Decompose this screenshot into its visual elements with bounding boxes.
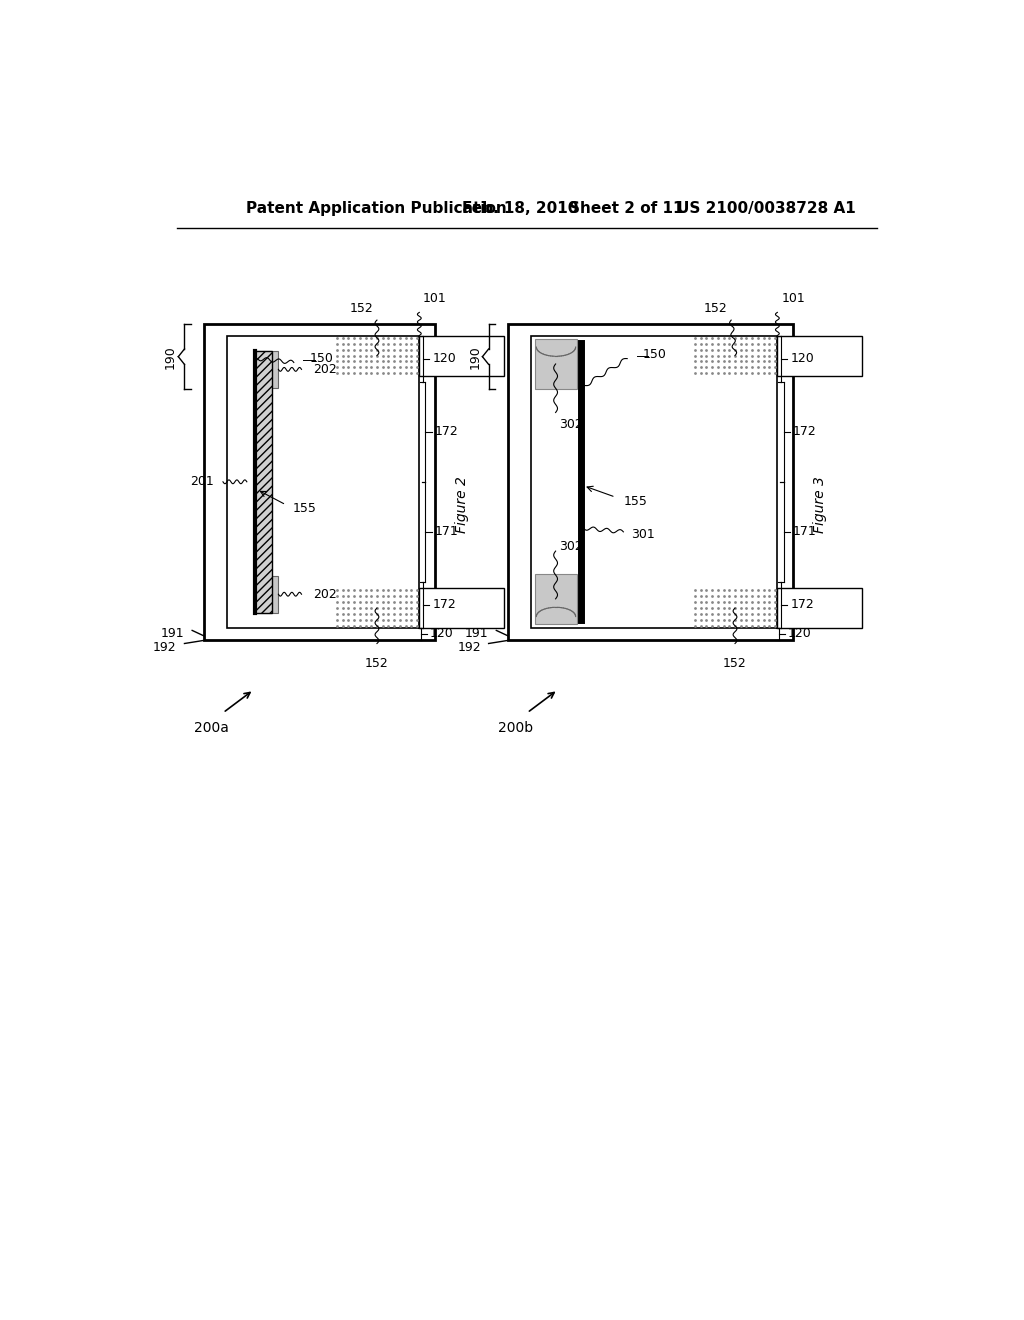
Bar	[531, 335, 777, 628]
Text: 190: 190	[164, 345, 177, 368]
Text: 191: 191	[161, 627, 184, 640]
Bar	[535, 574, 578, 624]
Text: 101: 101	[781, 292, 805, 305]
Bar	[255, 351, 279, 388]
Text: 120: 120	[791, 352, 814, 366]
Text: Figure 2: Figure 2	[455, 477, 469, 533]
Text: 150: 150	[643, 348, 667, 362]
Bar	[419, 589, 504, 628]
Text: 171: 171	[435, 525, 459, 539]
Text: 171: 171	[793, 525, 816, 539]
Text: 120: 120	[430, 627, 454, 640]
Bar	[255, 576, 279, 612]
Text: 152: 152	[703, 302, 727, 315]
Text: 155: 155	[624, 495, 647, 508]
Bar	[777, 589, 862, 628]
Bar	[255, 351, 272, 612]
Text: Patent Application Publication: Patent Application Publication	[246, 201, 507, 216]
Text: 152: 152	[366, 657, 389, 671]
Text: 172: 172	[435, 425, 459, 438]
Text: US 2100/0038728 A1: US 2100/0038728 A1	[677, 201, 856, 216]
Text: 301: 301	[631, 528, 654, 541]
Text: 192: 192	[154, 640, 177, 653]
Bar	[535, 339, 578, 389]
Text: 150: 150	[309, 352, 333, 366]
Text: 202: 202	[313, 363, 337, 376]
Text: 200b: 200b	[498, 721, 534, 734]
Text: Sheet 2 of 11: Sheet 2 of 11	[569, 201, 684, 216]
Text: 152: 152	[723, 657, 746, 671]
Text: 101: 101	[423, 292, 446, 305]
Text: 192: 192	[458, 640, 481, 653]
Text: 302: 302	[559, 540, 584, 553]
Bar	[508, 323, 793, 640]
Text: 155: 155	[292, 502, 316, 515]
Text: Feb. 18, 2010: Feb. 18, 2010	[462, 201, 578, 216]
Text: 120: 120	[788, 627, 812, 640]
Bar	[204, 323, 435, 640]
Text: Figure 3: Figure 3	[813, 477, 826, 533]
Bar	[777, 335, 862, 376]
Text: 120: 120	[432, 352, 456, 366]
Text: 201: 201	[190, 475, 214, 488]
Bar	[226, 335, 419, 628]
Bar	[419, 335, 504, 376]
Text: 190: 190	[468, 345, 481, 368]
Text: 191: 191	[465, 627, 488, 640]
Text: 172: 172	[793, 425, 816, 438]
Text: 200a: 200a	[194, 721, 228, 734]
Text: 172: 172	[432, 598, 456, 611]
Text: 152: 152	[349, 302, 373, 315]
Text: 202: 202	[313, 587, 337, 601]
Text: 302: 302	[559, 417, 584, 430]
Text: 172: 172	[791, 598, 814, 611]
